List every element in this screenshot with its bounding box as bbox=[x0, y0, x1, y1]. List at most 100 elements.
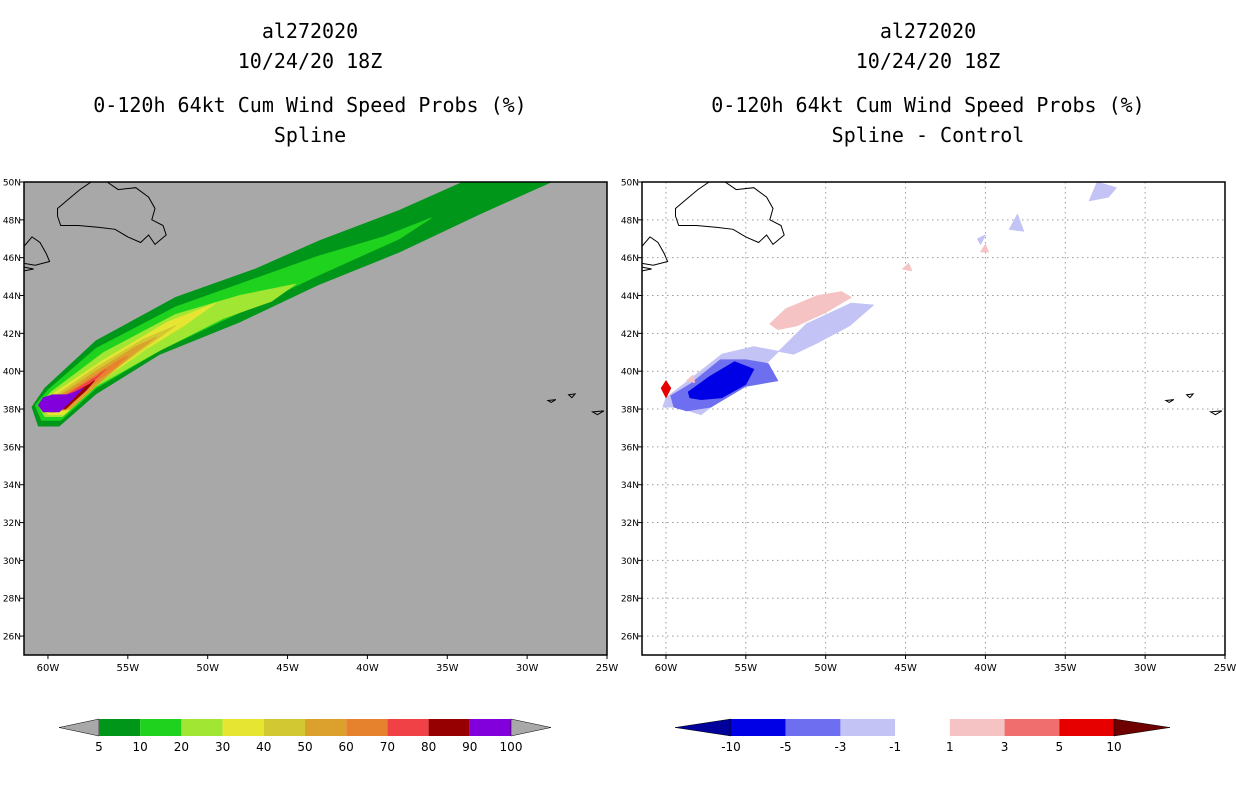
colorbar-label: 3 bbox=[1001, 740, 1009, 754]
y-tick-label: 36N bbox=[621, 443, 639, 453]
colorbar-swatch bbox=[346, 719, 388, 736]
colorbar-label: 100 bbox=[500, 740, 523, 754]
colorbar-label: 60 bbox=[339, 740, 354, 754]
y-tick-label: 50N bbox=[3, 179, 21, 189]
colorbar-swatch bbox=[469, 719, 511, 736]
coastline bbox=[24, 236, 51, 266]
x-tick-label: 30W bbox=[516, 663, 539, 674]
coastline bbox=[642, 266, 652, 272]
x-tick-label: 25W bbox=[1214, 663, 1236, 674]
coastline bbox=[1185, 393, 1195, 399]
coastline bbox=[675, 182, 785, 246]
y-tick-label: 32N bbox=[621, 519, 639, 529]
colorbar-label: 10 bbox=[1106, 740, 1121, 754]
colorbar-swatch bbox=[99, 719, 141, 736]
y-tick-label: 26N bbox=[3, 633, 21, 643]
colorbar-swatch bbox=[140, 719, 182, 736]
colorbar-label: 20 bbox=[174, 740, 189, 754]
contour-area bbox=[44, 325, 177, 414]
coastline bbox=[57, 182, 167, 246]
x-tick-label: 45W bbox=[894, 663, 917, 674]
contour-area bbox=[662, 302, 874, 416]
colorbar-label: 90 bbox=[462, 740, 477, 754]
colorbar-swatch bbox=[785, 719, 841, 736]
right-title-model: Spline - Control bbox=[831, 123, 1025, 147]
x-tick-label: 40W bbox=[356, 663, 379, 674]
colorbar-swatch bbox=[222, 719, 264, 736]
x-tick-label: 50W bbox=[196, 663, 219, 674]
y-tick-label: 38N bbox=[621, 406, 639, 416]
colorbar-low-arrow bbox=[58, 718, 100, 737]
plot-background bbox=[24, 182, 607, 655]
coastline bbox=[546, 399, 557, 403]
colorbar-label: 5 bbox=[1055, 740, 1063, 754]
colorbar-label: -1 bbox=[889, 740, 901, 754]
colorbar-swatch bbox=[387, 719, 429, 736]
y-tick-label: 42N bbox=[3, 330, 21, 340]
colorbar-swatch bbox=[1059, 719, 1114, 736]
contour-area bbox=[902, 263, 913, 272]
right-title-product: 0-120h 64kt Cum Wind Speed Probs (%) bbox=[711, 93, 1145, 117]
left-title-storm-id: al272020 bbox=[261, 19, 359, 43]
coastline bbox=[590, 410, 605, 416]
colorbar-label: 80 bbox=[421, 740, 436, 754]
contour-area bbox=[980, 244, 989, 253]
y-tick-label: 48N bbox=[621, 216, 639, 226]
contour-area bbox=[769, 291, 852, 330]
colorbar-swatch bbox=[428, 719, 470, 736]
x-tick-label: 35W bbox=[436, 663, 459, 674]
colorbar-swatch bbox=[840, 719, 896, 736]
y-tick-label: 34N bbox=[3, 481, 21, 491]
x-tick-label: 25W bbox=[596, 663, 619, 674]
contour-area bbox=[670, 359, 779, 412]
colorbar-label: 10 bbox=[133, 740, 148, 754]
y-tick-label: 48N bbox=[3, 216, 21, 226]
colorbar-high-arrow bbox=[510, 718, 552, 737]
y-tick-label: 42N bbox=[621, 330, 639, 340]
y-tick-label: 38N bbox=[3, 406, 21, 416]
y-tick-label: 32N bbox=[3, 519, 21, 529]
x-tick-label: 55W bbox=[117, 663, 140, 674]
left-title-date: 10/24/20 18Z bbox=[237, 49, 383, 73]
x-tick-label: 40W bbox=[974, 663, 997, 674]
plot-frame bbox=[23, 181, 608, 656]
colorbar-swatch bbox=[181, 719, 223, 736]
colorbar-label: 70 bbox=[380, 740, 395, 754]
right-title-date: 10/24/20 18Z bbox=[855, 49, 1001, 73]
colorbar-swatch bbox=[263, 719, 305, 736]
colorbar-low-arrow bbox=[674, 718, 732, 737]
contour-area bbox=[49, 368, 106, 411]
coastline bbox=[567, 393, 577, 399]
y-tick-label: 40N bbox=[3, 368, 21, 378]
colorbar-label: -5 bbox=[780, 740, 792, 754]
x-tick-label: 60W bbox=[655, 663, 678, 674]
plot-background bbox=[642, 182, 1225, 655]
left-title-product: 0-120h 64kt Cum Wind Speed Probs (%) bbox=[93, 93, 527, 117]
coastline bbox=[642, 236, 669, 266]
x-tick-label: 55W bbox=[735, 663, 758, 674]
x-tick-label: 45W bbox=[276, 663, 299, 674]
plot-area bbox=[24, 182, 605, 427]
x-tick-label: 60W bbox=[37, 663, 60, 674]
colorbar-label: 50 bbox=[297, 740, 312, 754]
contour-area bbox=[41, 302, 217, 416]
contour-area bbox=[46, 336, 157, 413]
y-tick-label: 28N bbox=[3, 595, 21, 605]
colorbar-swatch bbox=[895, 719, 950, 736]
colorbar-label: -3 bbox=[834, 740, 846, 754]
colorbar-swatch bbox=[949, 719, 1005, 736]
plot-area bbox=[642, 182, 1225, 655]
y-tick-label: 28N bbox=[621, 595, 639, 605]
contour-area bbox=[31, 182, 552, 427]
contour-area bbox=[50, 380, 95, 410]
contour-area bbox=[38, 387, 84, 413]
y-tick-label: 34N bbox=[621, 481, 639, 491]
contour-area bbox=[977, 234, 986, 245]
y-tick-label: 50N bbox=[621, 179, 639, 189]
colorbar-swatch bbox=[305, 719, 347, 736]
colorbar-label: 40 bbox=[256, 740, 271, 754]
contour-area bbox=[1009, 213, 1025, 232]
colorbar-label: 5 bbox=[95, 740, 103, 754]
x-tick-label: 35W bbox=[1054, 663, 1077, 674]
right-title-storm-id: al272020 bbox=[879, 19, 977, 43]
